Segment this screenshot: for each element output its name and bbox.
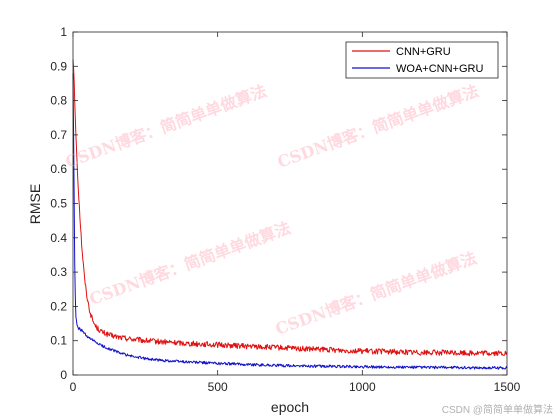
y-tick-label: 0.5 xyxy=(50,197,67,211)
legend-label-woa-cnn-gru: WOA+CNN+GRU xyxy=(396,63,483,75)
y-tick-label: 0.8 xyxy=(50,94,67,108)
series-line-woa-cnn-gru xyxy=(72,73,508,370)
series-line-cnn-gru xyxy=(72,59,508,357)
x-tick-label: 1500 xyxy=(494,380,521,394)
plot-background xyxy=(73,32,507,375)
x-axis-label: epoch xyxy=(271,399,309,415)
series-layer xyxy=(72,59,508,370)
y-axis-label: RMSE xyxy=(27,184,43,224)
y-tick-label: 0.4 xyxy=(50,231,67,245)
legend-box xyxy=(345,41,499,79)
y-tick-label: 0.3 xyxy=(50,265,67,279)
x-tick-label: 1000 xyxy=(349,380,376,394)
plot-area xyxy=(73,32,507,375)
y-tick-label: 0.7 xyxy=(50,128,67,142)
y-tick-label: 0.2 xyxy=(50,299,67,313)
y-tick-label: 0.1 xyxy=(50,334,67,348)
x-tick-label: 500 xyxy=(208,380,228,394)
y-tick-label: 1 xyxy=(60,25,67,39)
axes: 0 500 1000 1500 0 0.1 0.2 0.3 0.4 0.5 0.6 0.7 0.8 0.9… xyxy=(50,25,520,394)
corner-watermark: CSDN @简简单单做算法 xyxy=(442,403,553,416)
y-tick-label: 0.9 xyxy=(50,59,67,73)
legend-label-cnn-gru: CNN+GRU xyxy=(396,46,451,58)
x-tick-label: 0 xyxy=(70,380,77,394)
y-tick-label: 0 xyxy=(60,368,67,382)
legend: CNN+GRU WOA+CNN+GRU xyxy=(345,41,499,79)
y-tick-label: 0.6 xyxy=(50,162,67,176)
